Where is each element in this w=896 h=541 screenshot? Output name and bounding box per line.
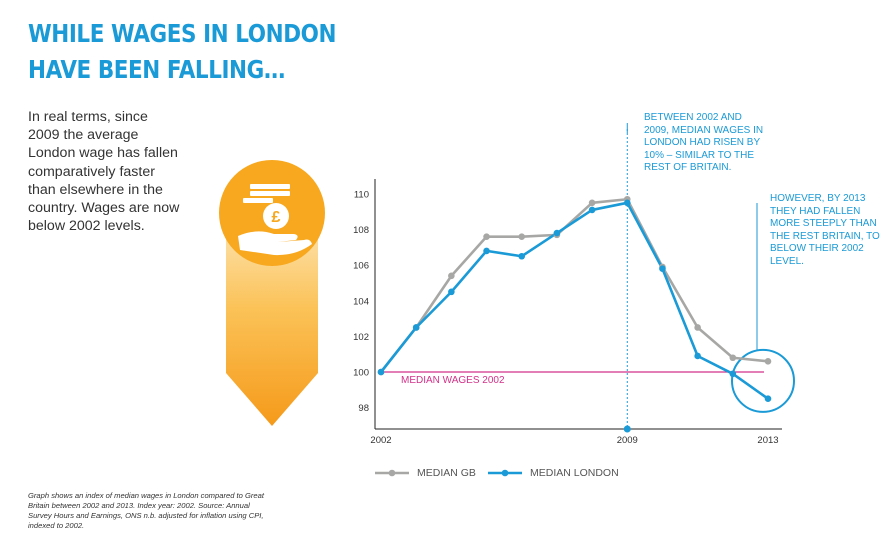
annotation-2013: HOWEVER, BY 2013 THEY HAD FALLEN MORE ST…: [770, 193, 880, 267]
data-point-gb: [588, 199, 596, 207]
data-point-gb: [729, 354, 737, 362]
series-line-gb: [379, 197, 769, 373]
x-tick-label: 2002: [370, 435, 391, 446]
footnote: Graph shows an index of median wages in …: [28, 491, 264, 530]
y-tick-label: 98: [358, 403, 369, 414]
headline: WHILE WAGES IN LONDON HAVE BEEN FALLING…: [28, 19, 337, 84]
data-point-gb: [483, 233, 490, 240]
pound-sign: £: [272, 209, 281, 226]
y-tick-label: 100: [353, 368, 369, 379]
y-tick-label: 106: [353, 261, 369, 272]
data-point-london: [412, 324, 420, 331]
data-point-london: [588, 206, 596, 214]
x-tick-label: 2013: [757, 435, 778, 446]
series-points: [377, 195, 772, 403]
data-point-gb: [694, 324, 701, 331]
legend-gb: MEDIAN GB: [373, 466, 476, 480]
data-point-london: [483, 247, 490, 255]
data-point-london: [553, 229, 561, 237]
coin-stack-icon: [243, 184, 290, 203]
legend-london: MEDIAN LONDON: [486, 466, 619, 480]
legend-london-swatch: [488, 469, 522, 477]
data-point-london: [448, 288, 455, 296]
x-tick-label: 2009: [617, 435, 638, 446]
legend-london-label: MEDIAN LONDON: [530, 467, 619, 479]
data-point-london: [659, 265, 666, 273]
data-point-london: [694, 352, 701, 360]
data-point-gb: [448, 272, 455, 280]
data-point-london: [764, 395, 772, 403]
data-point-gb: [518, 233, 526, 240]
y-tick-label: 104: [353, 296, 369, 307]
data-point-london: [623, 199, 631, 207]
x-ticks: 2002 2009 2013: [370, 435, 778, 446]
reference-line-label: MEDIAN WAGES 2002: [401, 375, 505, 386]
highlight-2009-axis-dot: [623, 425, 631, 433]
legend-gb-label: MEDIAN GB: [417, 467, 476, 479]
data-point-london: [518, 252, 526, 260]
y-tick-label: 110: [354, 189, 369, 200]
chart-decor: MEDIAN WAGES 2002: [374, 123, 795, 433]
series-lines: [379, 197, 769, 400]
data-point-london: [377, 368, 385, 376]
icon-graphic: £: [219, 160, 325, 426]
pound-coin-icon: [263, 203, 289, 229]
y-tick-label: 108: [353, 225, 369, 236]
series-line-london: [379, 201, 769, 400]
y-ticks: 98 100 102 104 106 108 110: [353, 189, 369, 414]
highlight-2013-circle: [731, 348, 795, 413]
annotation-2009: BETWEEN 2002 AND 2009, MEDIAN WAGES IN L…: [644, 112, 764, 173]
intro-text: In real terms, since 2009 the average Lo…: [28, 109, 180, 235]
legend-gb-swatch: [375, 469, 409, 477]
data-point-gb: [764, 358, 772, 365]
hand-with-pound-coins-icon: £: [216, 158, 328, 428]
hand-icon: [238, 231, 312, 256]
y-tick-label: 102: [353, 332, 369, 343]
down-arrow-shape: [226, 213, 318, 426]
data-point-london: [729, 370, 737, 378]
